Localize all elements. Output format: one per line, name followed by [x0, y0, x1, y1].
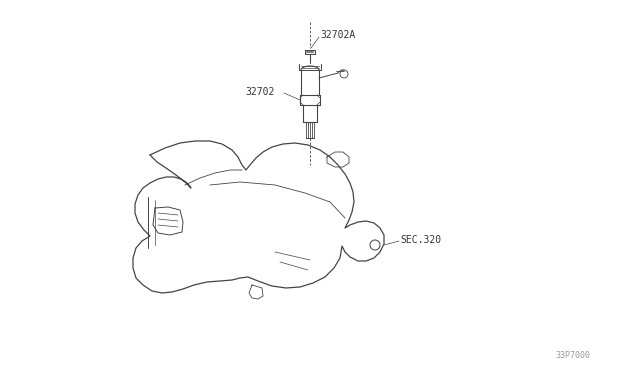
Text: 32702A: 32702A: [320, 30, 355, 40]
Text: SEC.320: SEC.320: [400, 235, 441, 245]
Text: 33P7000: 33P7000: [555, 351, 590, 360]
Text: 32702: 32702: [245, 87, 275, 97]
